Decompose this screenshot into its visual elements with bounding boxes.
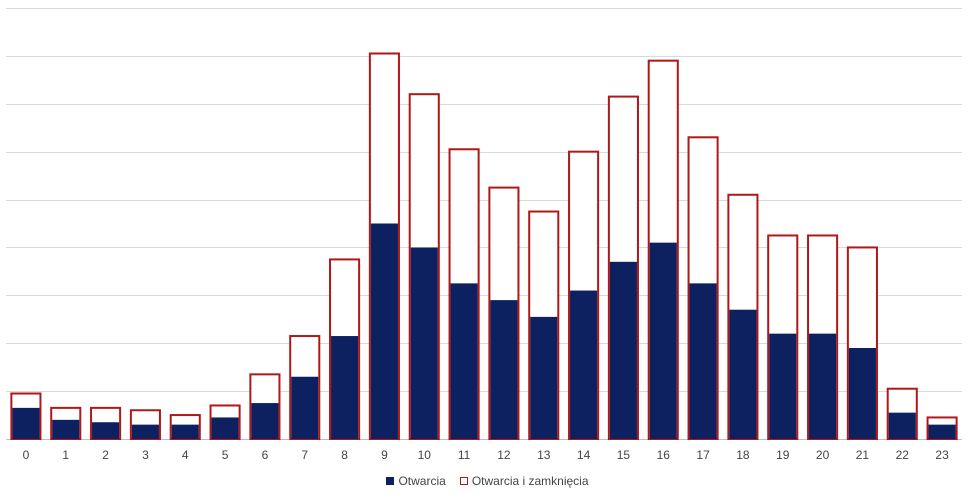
x-tick-label: 12 — [497, 448, 511, 462]
x-tick-label: 7 — [301, 448, 308, 462]
bar-otwarcia — [888, 412, 916, 439]
bar-otwarcia — [570, 290, 598, 439]
legend-label-otwarcia: Otwarcia — [398, 474, 446, 488]
legend-item-otwarcia-i-zamkniecia: Otwarcia i zamknięcia — [459, 474, 589, 488]
bar-otwarcia — [12, 407, 40, 439]
x-tick-label: 9 — [381, 448, 388, 462]
x-tick-label: 3 — [142, 448, 149, 462]
x-tick-label: 5 — [222, 448, 229, 462]
x-tick-label: 20 — [816, 448, 830, 462]
gridlines — [6, 8, 962, 440]
bar-otwarcia — [52, 419, 80, 439]
legend: Otwarcia Otwarcia i zamknięcia — [0, 474, 975, 488]
x-tick-label: 15 — [617, 448, 631, 462]
x-tick-label: 2 — [102, 448, 109, 462]
bar-otwarcia — [331, 336, 359, 439]
bar-otwarcia — [450, 283, 478, 439]
bar-otwarcia — [490, 300, 518, 439]
x-axis-ticks: 0 1 2 3 4 5 6 7 8 9 10 11 12 13 14 15 16 17 18 19 20 21 22 23 — [23, 448, 950, 462]
bars — [10, 52, 958, 441]
bar-otwarcia — [769, 333, 797, 439]
bar-otwarcia — [92, 422, 120, 439]
x-tick-label: 11 — [458, 448, 471, 462]
x-tick-label: 6 — [262, 448, 269, 462]
x-tick-label: 19 — [776, 448, 790, 462]
bar-otwarcia — [689, 283, 717, 439]
x-tick-label: 23 — [935, 448, 949, 462]
legend-swatch-outline — [459, 477, 468, 485]
x-tick-label: 4 — [182, 448, 189, 462]
bar-otwarcia — [251, 403, 279, 439]
x-tick-label: 0 — [23, 448, 30, 462]
x-tick-label: 1 — [62, 448, 69, 462]
bar-otwarcia — [809, 333, 837, 439]
bar-otwarcia — [410, 247, 438, 439]
bar-otwarcia — [848, 348, 876, 439]
x-tick-label: 18 — [736, 448, 750, 462]
bar-otwarcia — [171, 424, 199, 439]
x-tick-label: 21 — [856, 448, 870, 462]
bar-otwarcia — [291, 376, 319, 439]
bar-otwarcia — [649, 242, 677, 439]
bar-otwarcia — [928, 424, 956, 439]
x-tick-label: 17 — [696, 448, 710, 462]
legend-item-otwarcia: Otwarcia — [386, 474, 446, 488]
x-tick-label: 16 — [657, 448, 671, 462]
bar-otwarcia — [609, 261, 637, 439]
x-tick-label: 13 — [537, 448, 551, 462]
bar-otwarcia — [370, 223, 398, 439]
bar-otwarcia — [729, 309, 757, 439]
bar-otwarcia — [131, 424, 159, 439]
x-tick-label: 10 — [418, 448, 432, 462]
x-tick-label: 8 — [341, 448, 348, 462]
x-tick-label: 14 — [577, 448, 591, 462]
legend-swatch-filled — [386, 477, 395, 485]
bar-otwarcia — [211, 417, 239, 439]
legend-label-otwarcia-i-zamkniecia: Otwarcia i zamknięcia — [471, 474, 589, 488]
bar-otwarcia — [530, 316, 558, 439]
x-tick-label: 22 — [896, 448, 910, 462]
